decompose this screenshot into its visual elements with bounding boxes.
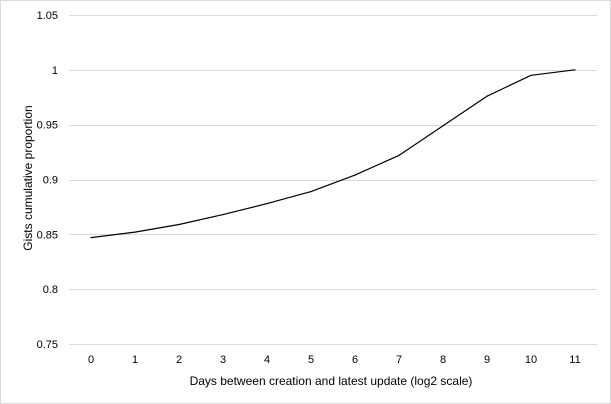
gridlines [69, 15, 597, 345]
x-tick-label: 6 [352, 354, 358, 366]
y-tick-label: 0.9 [43, 175, 58, 187]
data-point [266, 203, 268, 205]
data-point [310, 191, 312, 193]
series-group [90, 69, 576, 239]
y-axis-title: Gists cumulative proportion [21, 105, 35, 250]
y-axis-ticks: 0.75 0.8 0.85 0.9 0.95 1 1.05 [37, 10, 58, 351]
y-tick-label: 0.85 [37, 229, 58, 241]
x-tick-label: 0 [88, 354, 94, 366]
x-tick-label: 4 [264, 354, 270, 366]
x-tick-label: 9 [484, 354, 490, 366]
y-tick-label: 1 [52, 65, 58, 77]
x-axis-title: Days between creation and latest update … [190, 374, 473, 388]
data-point [486, 95, 488, 97]
data-point [354, 174, 356, 176]
y-tick-label: 1.05 [37, 10, 58, 22]
x-tick-label: 10 [525, 354, 537, 366]
x-tick-label: 1 [132, 354, 138, 366]
x-axis-ticks: 0 1 2 3 4 5 6 7 8 9 10 11 [88, 354, 581, 366]
series-line [90, 69, 576, 239]
data-point [574, 69, 576, 71]
y-tick-label: 0.8 [43, 284, 58, 296]
x-tick-label: 7 [396, 354, 402, 366]
x-tick-label: 11 [569, 354, 580, 366]
x-tick-label: 5 [308, 354, 314, 366]
x-tick-label: 2 [176, 354, 182, 366]
x-tick-label: 3 [220, 354, 226, 366]
data-point [530, 74, 532, 76]
x-tick-label: 8 [440, 354, 446, 366]
y-tick-label: 0.75 [37, 339, 58, 351]
data-point [134, 231, 136, 233]
data-point [178, 223, 180, 226]
data-point [222, 214, 224, 216]
y-tick-label: 0.95 [37, 120, 58, 132]
data-point [442, 125, 444, 127]
data-point [90, 237, 92, 239]
data-point [398, 154, 400, 156]
